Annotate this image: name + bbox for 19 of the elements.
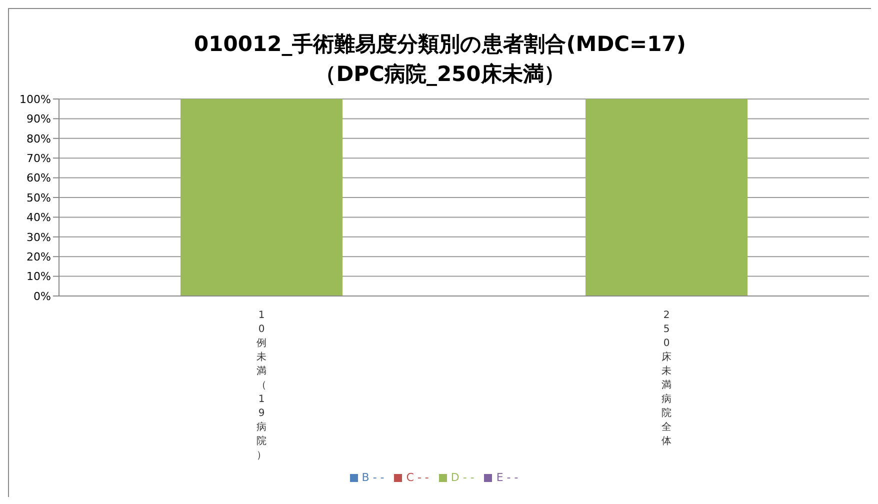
y-tick-label: 10% bbox=[26, 270, 51, 284]
category-label: 250床未満病院全体 bbox=[662, 310, 672, 447]
legend-label: B - - bbox=[362, 471, 384, 484]
y-tick-label: 20% bbox=[26, 250, 51, 264]
legend-label: E - - bbox=[496, 471, 518, 484]
y-tick-label: 100% bbox=[20, 92, 51, 106]
y-tick-label: 80% bbox=[26, 132, 51, 146]
chart-title: 010012_手術難易度分類別の患者割合(MDC=17) bbox=[193, 31, 687, 58]
y-tick-label: 50% bbox=[26, 191, 51, 204]
y-tick-label: 60% bbox=[26, 172, 51, 185]
y-tick-label: 90% bbox=[26, 112, 51, 126]
y-tick-label: 70% bbox=[26, 152, 51, 166]
y-tick-label: 30% bbox=[26, 230, 51, 244]
chart-subtitle: （DPC病院_250床未満） bbox=[314, 61, 566, 88]
legend-label: D - - bbox=[450, 471, 474, 484]
y-tick-label: 40% bbox=[26, 211, 51, 224]
category-label: 10例未満（19病院） bbox=[256, 310, 266, 461]
y-tick-label: 0% bbox=[34, 290, 51, 303]
legend-label: C - - bbox=[406, 471, 429, 484]
